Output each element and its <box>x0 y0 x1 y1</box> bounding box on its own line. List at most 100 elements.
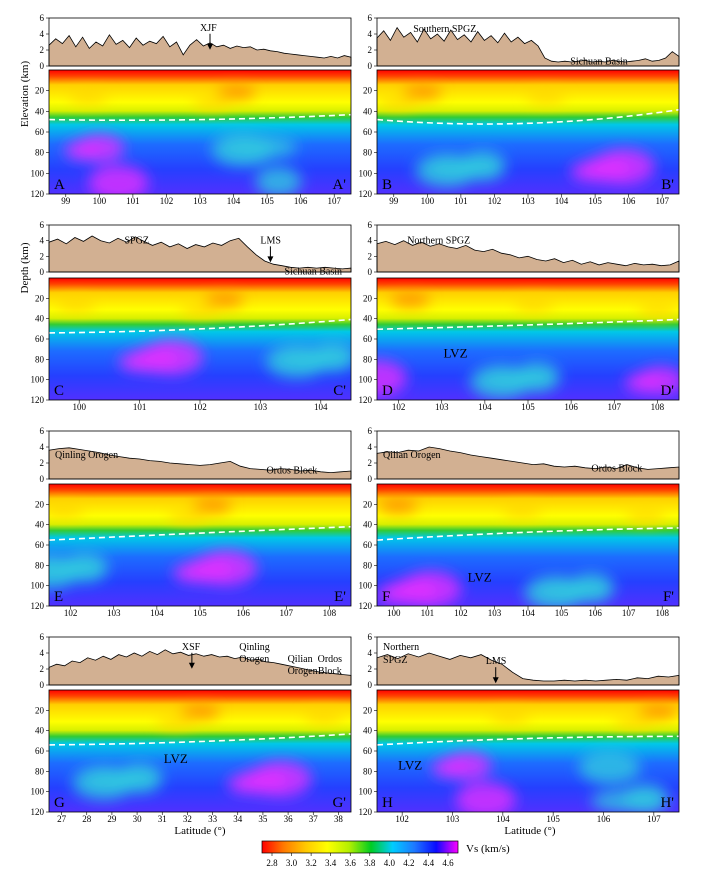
colorbar-tick-label: 3.4 <box>325 858 337 868</box>
depth-tick-label: 20 <box>363 499 373 509</box>
x-tick-label: 99 <box>61 196 71 206</box>
elevation-frame <box>48 430 352 480</box>
depth-tick-label: 120 <box>359 189 373 199</box>
x-tick-label: 106 <box>294 196 308 206</box>
depth-tick-label: 120 <box>31 395 45 405</box>
x-tick-label: 104 <box>555 196 569 206</box>
panel-H: 0 2 4 6 Northern SPGZ LMS 20 40 60 80 100 120 H H' LVZ 1… <box>359 632 680 824</box>
velocity-anomaly <box>459 150 506 181</box>
depth-tick-label: 40 <box>363 106 373 116</box>
depth-tick-label: 20 <box>363 293 373 303</box>
depth-tick-label: 20 <box>35 705 45 715</box>
elevation-tick-label: 4 <box>40 442 45 452</box>
x-tick-label: 107 <box>608 402 622 412</box>
profile-start-label: A <box>54 177 65 193</box>
depth-tick-label: 120 <box>359 601 373 611</box>
velocity-anomaly <box>180 704 220 719</box>
depth-tick-label: 120 <box>31 601 45 611</box>
elevation-frame <box>48 224 352 273</box>
depth-tick-label: 80 <box>35 766 45 776</box>
x-tick-label: 103 <box>193 196 207 206</box>
x-tick-label: 102 <box>193 402 207 412</box>
velocity-anomaly <box>401 570 462 606</box>
elevation-tick-label: 4 <box>368 442 373 452</box>
x-tick-label: 33 <box>208 814 218 824</box>
colorbar-ticks: 2.8 3.0 3.2 3.4 3.6 3.8 4.0 4.2 4.4 4.6 <box>266 853 454 868</box>
depth-tick-label: 20 <box>35 86 45 96</box>
x-tick-label: 102 <box>160 196 174 206</box>
depth-tick-label: 80 <box>35 560 45 570</box>
velocity-anomaly <box>568 572 615 603</box>
elevation-profile: 0 2 4 6 Qilian Orogen Ordos Block <box>368 426 680 484</box>
depth-tick-label: 100 <box>359 787 373 797</box>
velocity-anomaly <box>255 166 302 194</box>
profile-start-label: C <box>54 383 64 399</box>
profile-annotation: Qilian Orogen <box>383 450 441 461</box>
profile-end-label: B' <box>661 177 674 193</box>
velocity-anomaly <box>180 302 220 317</box>
velocity-anomaly <box>167 508 208 523</box>
velocity-anomaly <box>49 503 85 518</box>
colorbar-tick-label: 3.8 <box>364 858 376 868</box>
velocity-anomaly <box>155 714 196 729</box>
x-tick-label: 101 <box>421 608 435 618</box>
arrow-head <box>492 677 499 684</box>
x-tick-label: 100 <box>93 196 107 206</box>
elevation-tick-label: 2 <box>40 458 45 468</box>
velocity-anomaly <box>377 360 407 397</box>
x-tick-label: 102 <box>64 608 78 618</box>
profile-start-label: F <box>382 589 390 605</box>
profile-annotation: XJF <box>200 23 217 34</box>
colorbar-tick-label: 3.6 <box>345 858 357 868</box>
velocity-section: 20 40 60 80 100 120 C C' 100 101 102 103 104 <box>31 277 352 412</box>
depth-tick-label: 100 <box>31 581 45 591</box>
colorbar-tick-label: 3.2 <box>305 858 316 868</box>
depth-tick-label: 40 <box>363 520 373 530</box>
depth-tick-label: 80 <box>363 766 373 776</box>
x-tick-label: 106 <box>622 196 636 206</box>
velocity-anomaly <box>378 498 419 513</box>
elevation-tick-label: 2 <box>40 251 45 261</box>
velocity-section: 20 40 60 80 100 120 E E' 102 103 104 105 106 107 108 <box>31 483 352 618</box>
velocity-anomalies <box>49 498 258 589</box>
panel-E: 0 2 4 6 Qinling Orogen Ordos Block 20 40 60 80 100… <box>31 426 352 618</box>
elevation-tick-label: 2 <box>368 458 373 468</box>
elevation-tick-label: 0 <box>40 61 45 71</box>
depth-tick-label: 60 <box>35 127 45 137</box>
velocity-anomaly <box>216 85 257 100</box>
moho-line <box>48 525 352 541</box>
elevation-tick-label: 6 <box>368 13 373 23</box>
velocity-anomalies <box>431 704 678 812</box>
velocity-field <box>49 278 351 400</box>
x-tick-label: 102 <box>454 608 468 618</box>
velocity-anomaly <box>622 783 669 812</box>
depth-tick-label: 40 <box>35 520 45 530</box>
moho-line <box>376 318 680 331</box>
profile-annotation: Northern SPGZ <box>407 235 470 246</box>
velocity-section: 20 40 60 80 100 120 H H' LVZ 102 103 104 105 106 107 <box>359 689 680 824</box>
depth-tick-label: 80 <box>35 354 45 364</box>
velocity-anomaly <box>88 164 149 194</box>
velocity-anomaly <box>309 341 351 372</box>
elevation-tick-label: 0 <box>368 680 373 690</box>
panel-A: 0 2 4 6 XJF 20 40 60 80 100 120 A A' 99 100 101 102 103 10… <box>31 13 352 206</box>
elevation-tick-label: 6 <box>368 220 373 230</box>
profile-annotation: Ordos Block <box>266 466 317 477</box>
elevation-axis-label: Elevation (km) <box>19 61 31 128</box>
profile-annotation: SPGZ <box>383 655 407 666</box>
x-tick-label: 35 <box>258 814 268 824</box>
elevation-tick-label: 4 <box>40 29 45 39</box>
x-tick-label: 106 <box>588 608 602 618</box>
depth-tick-label: 80 <box>363 148 373 158</box>
depth-tick-label: 120 <box>359 395 373 405</box>
depth-tick-label: 80 <box>363 560 373 570</box>
velocity-anomaly <box>489 709 530 724</box>
profile-annotation: Southern SPGZ <box>413 24 476 35</box>
depth-tick-label: 20 <box>35 499 45 509</box>
elevation-tick-label: 4 <box>368 236 373 246</box>
velocity-anomaly <box>192 95 233 110</box>
depth-tick-label: 20 <box>363 705 373 715</box>
elevation-tick-label: 0 <box>368 61 373 71</box>
depth-tick-label: 40 <box>363 726 373 736</box>
